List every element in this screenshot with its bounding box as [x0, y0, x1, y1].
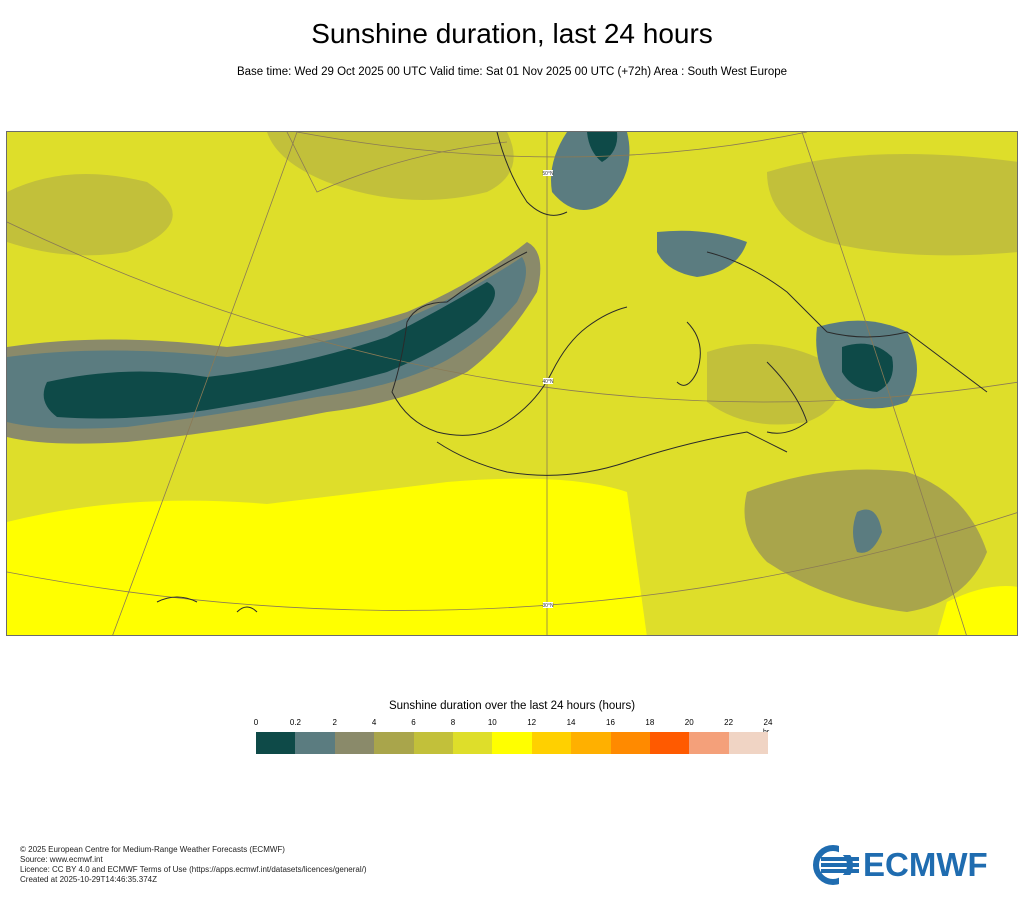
legend-title: Sunshine duration over the last 24 hours…	[388, 700, 636, 712]
legend-tick-label: 18	[645, 718, 655, 727]
legend-tick-label: 10	[487, 718, 497, 727]
legend-colorbar	[256, 732, 769, 754]
lat-label-50n: 50°N	[542, 171, 554, 177]
footer-copyright: © 2025 European Centre for Medium-Range …	[20, 845, 285, 854]
legend-swatch	[531, 732, 572, 754]
legend-swatch	[256, 732, 296, 754]
cloud-core-channel	[587, 132, 618, 162]
legend-tick-label: 14	[566, 718, 576, 727]
footer-credits: © 2025 European Centre for Medium-Range …	[20, 845, 367, 885]
legend-tick-label: 0	[253, 718, 259, 727]
sunny-zone-east	[937, 586, 1017, 635]
cloud-patch-central-europe	[767, 154, 1017, 256]
cloud-band-core	[43, 282, 496, 419]
sunshine-map[interactable]: 50°N 40°N 30°N	[6, 131, 1018, 636]
cloud-patch-tyrrhenian	[707, 344, 839, 425]
footer-source: Source: www.ecmwf.int	[20, 855, 103, 864]
ecmwf-logo-text: ECMWF	[863, 846, 988, 883]
map-canvas: 50°N 40°N 30°N	[7, 132, 1017, 635]
legend-tick-label: 2	[332, 718, 337, 727]
cloud-patch-alps	[657, 230, 747, 277]
legend-tick-label: 16	[606, 718, 615, 727]
legend-tick-label: 12	[527, 718, 537, 727]
footer-created: Created at 2025-10-29T14:46:35.374Z	[20, 875, 157, 884]
cloud-patch-libya-core	[853, 509, 882, 553]
chart-subtitle: Base time: Wed 29 Oct 2025 00 UTC Valid …	[236, 66, 788, 78]
legend-tick-label: 8	[450, 718, 456, 727]
legend-swatch	[334, 732, 375, 754]
coastlines	[156, 132, 988, 613]
latitude-labels: 50°N 40°N 30°N	[542, 170, 554, 609]
lat-label-30n: 30°N	[542, 603, 554, 609]
chart-title: Sunshine duration, last 24 hours	[311, 18, 713, 49]
cloud-core-greece	[842, 343, 893, 392]
legend-swatch	[571, 732, 611, 754]
legend-swatch	[610, 732, 650, 754]
ecmwf-logo-icon	[813, 845, 859, 885]
cloud-patch-atlantic-north	[7, 174, 173, 256]
legend-swatch	[649, 732, 690, 754]
legend-tick-label: 6	[411, 718, 416, 727]
graticule	[7, 132, 1017, 635]
footer-licence: Licence: CC BY 4.0 and ECMWF Terms of Us…	[20, 865, 367, 874]
ecmwf-logo[interactable]: ECMWF	[813, 845, 1009, 885]
lat-label-40n: 40°N	[542, 379, 554, 385]
sunny-zone-south	[7, 478, 647, 635]
legend-swatch	[374, 732, 414, 754]
legend-tick-label: 20	[684, 718, 694, 727]
legend-tick-label: 4	[371, 718, 377, 727]
legend-tick-label: 0.2	[289, 718, 301, 727]
legend-swatch	[689, 732, 729, 754]
legend-swatch	[295, 732, 335, 754]
legend-tick-label: 24	[763, 718, 773, 727]
legend-ticks: 0 0.2 2 4 6 8 10 12 14 16 18 20 22 24	[253, 718, 773, 730]
legend-swatch	[452, 732, 493, 754]
legend-swatch	[492, 732, 532, 754]
cloud-patch-biscay	[267, 132, 514, 200]
legend-tick-label: 22	[724, 718, 734, 727]
legend-swatch	[413, 732, 453, 754]
legend-swatch	[728, 732, 769, 754]
